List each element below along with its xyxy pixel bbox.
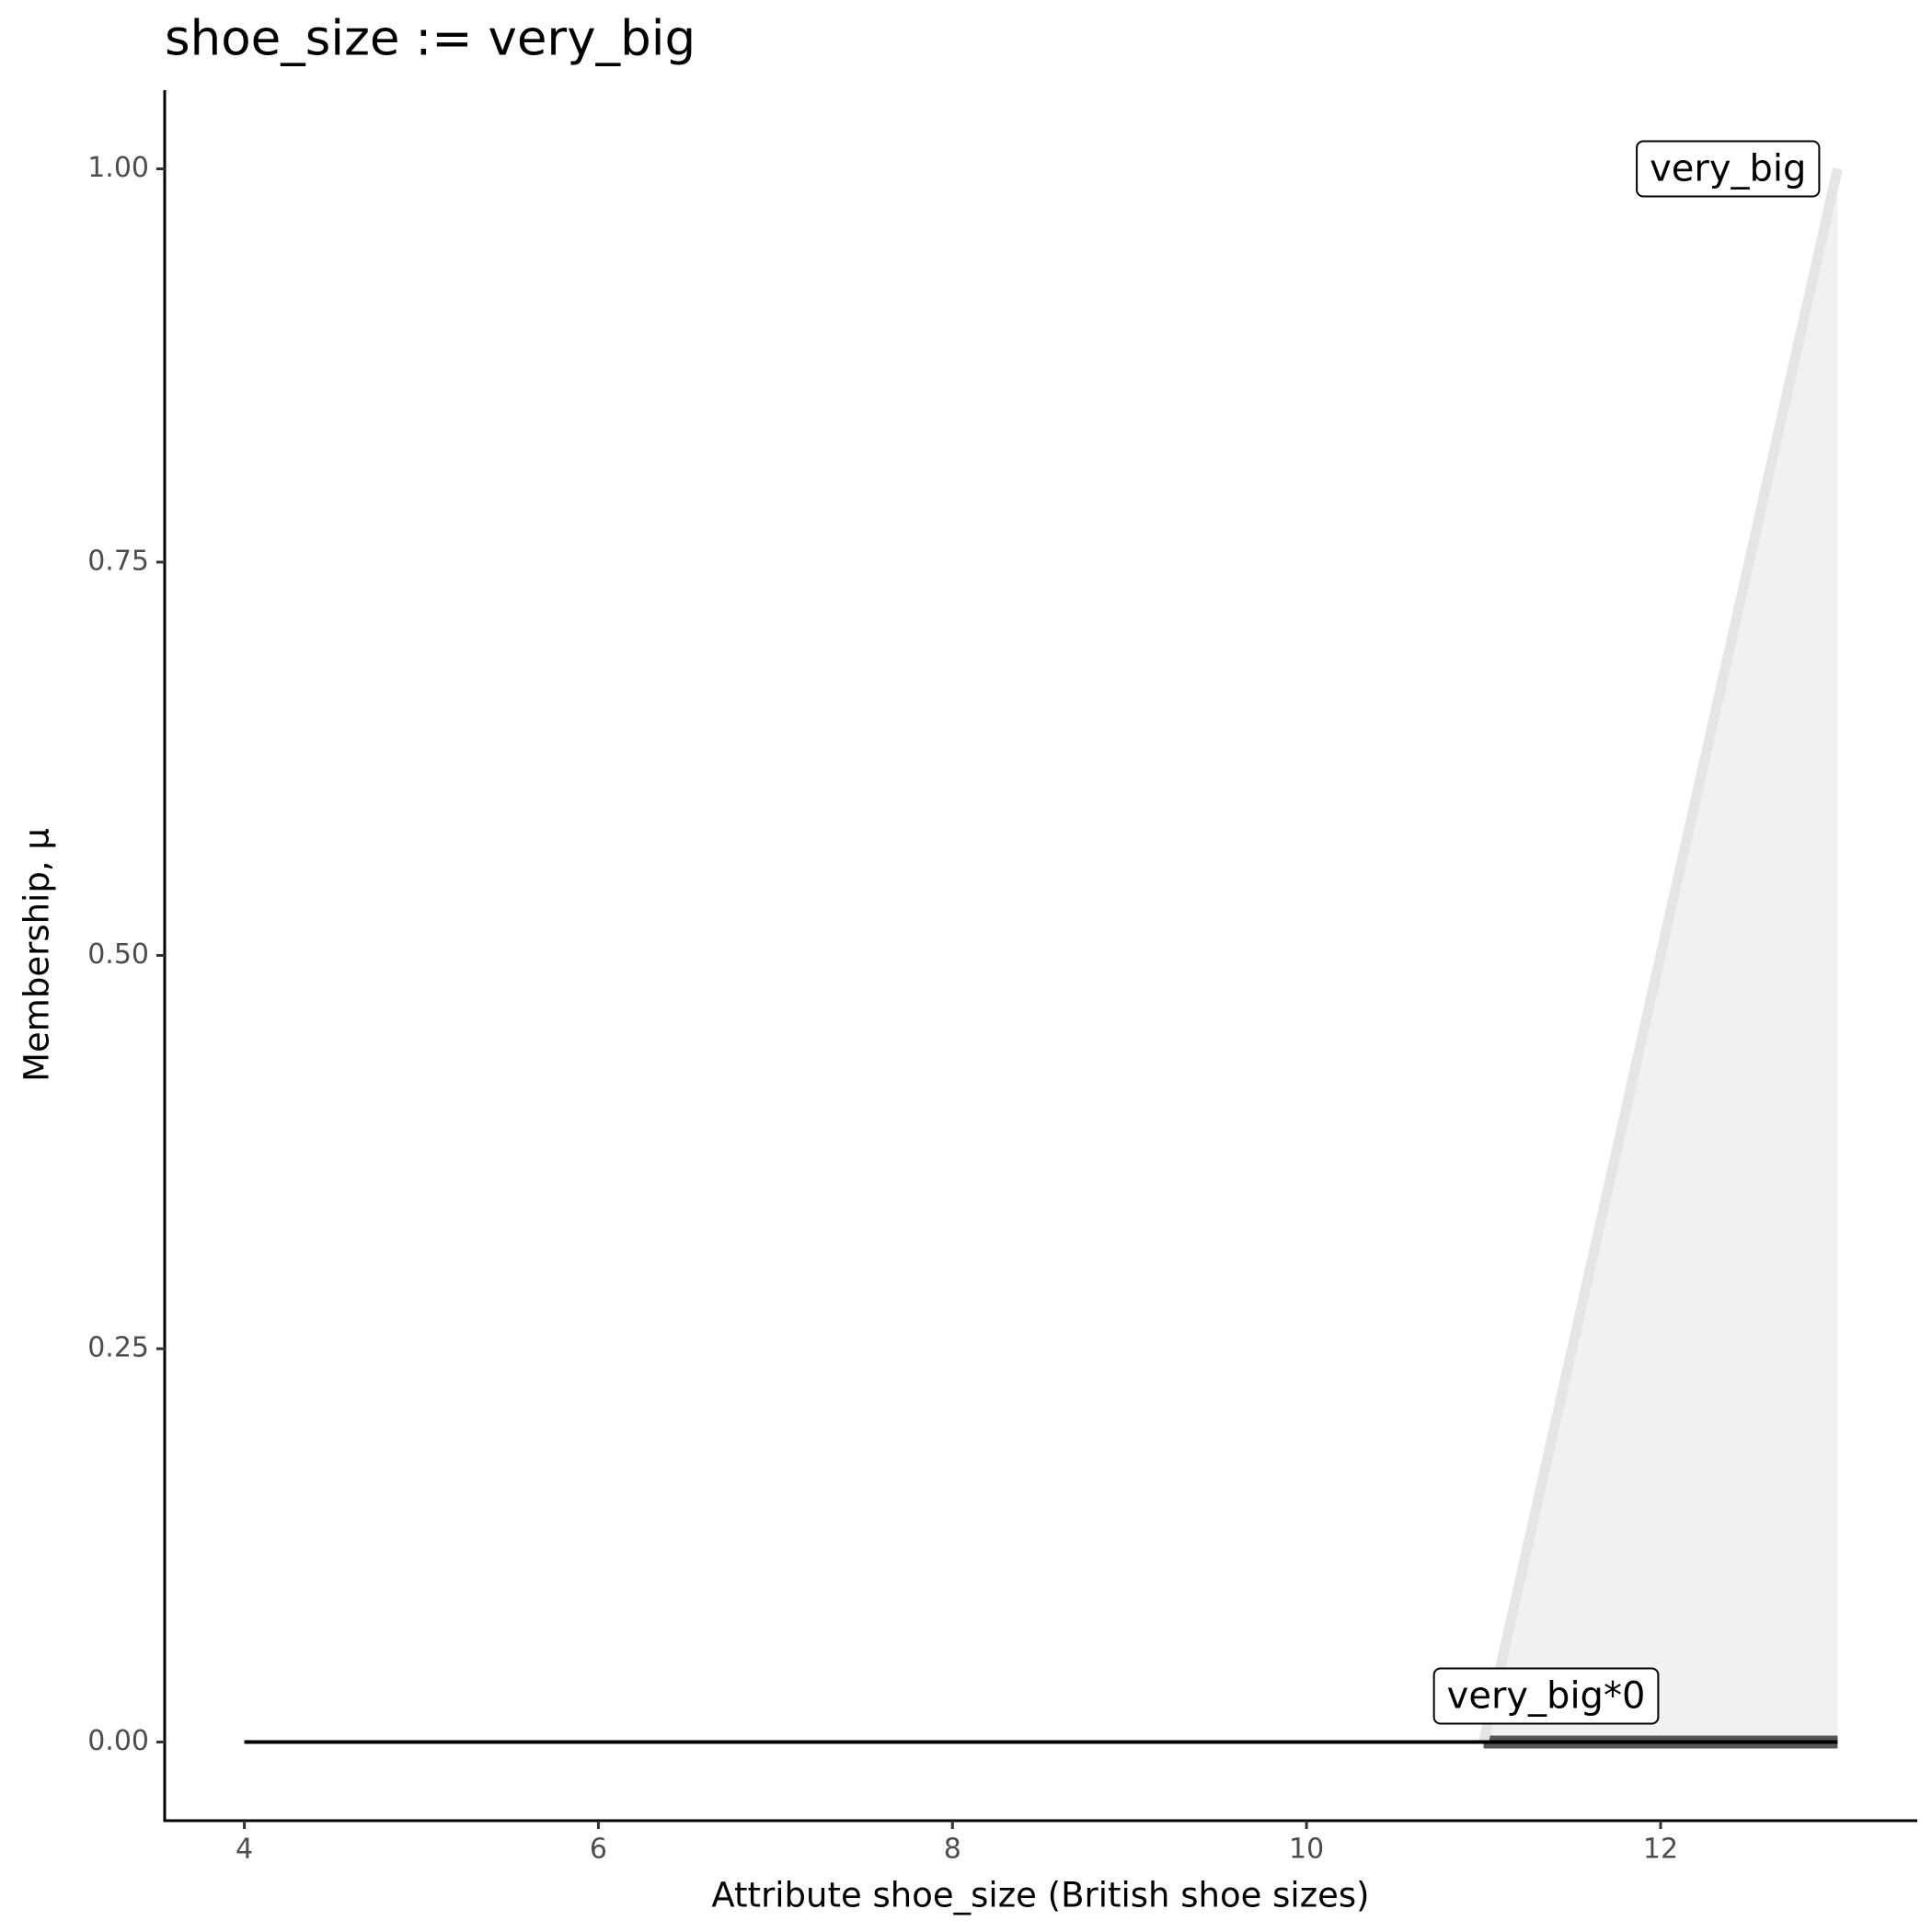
y-axis-title: Membership, μ — [17, 828, 57, 1082]
series-line — [1478, 167, 1843, 1743]
y-tick-label: 0.50 — [87, 938, 149, 971]
x-tick-label: 6 — [590, 1834, 607, 1866]
series-label: very_big*0 — [1447, 1675, 1646, 1718]
series-label-box — [1636, 140, 1821, 198]
x-tick-label: 8 — [944, 1834, 961, 1866]
series-label-box — [1432, 1667, 1660, 1725]
series-label: very_big — [1650, 148, 1806, 190]
chart-title: shoe_size := very_big — [165, 11, 696, 67]
y-tick-label: 0.00 — [87, 1725, 149, 1757]
x-tick-label: 4 — [236, 1834, 253, 1866]
y-tick-label: 0.25 — [87, 1332, 149, 1364]
x-axis-title: Attribute shoe_size (British shoe sizes) — [711, 1876, 1369, 1915]
x-tick-label: 10 — [1289, 1834, 1324, 1866]
x-tick-label: 12 — [1643, 1834, 1678, 1866]
y-tick-label: 0.75 — [87, 546, 149, 578]
y-tick-label: 1.00 — [87, 152, 149, 184]
